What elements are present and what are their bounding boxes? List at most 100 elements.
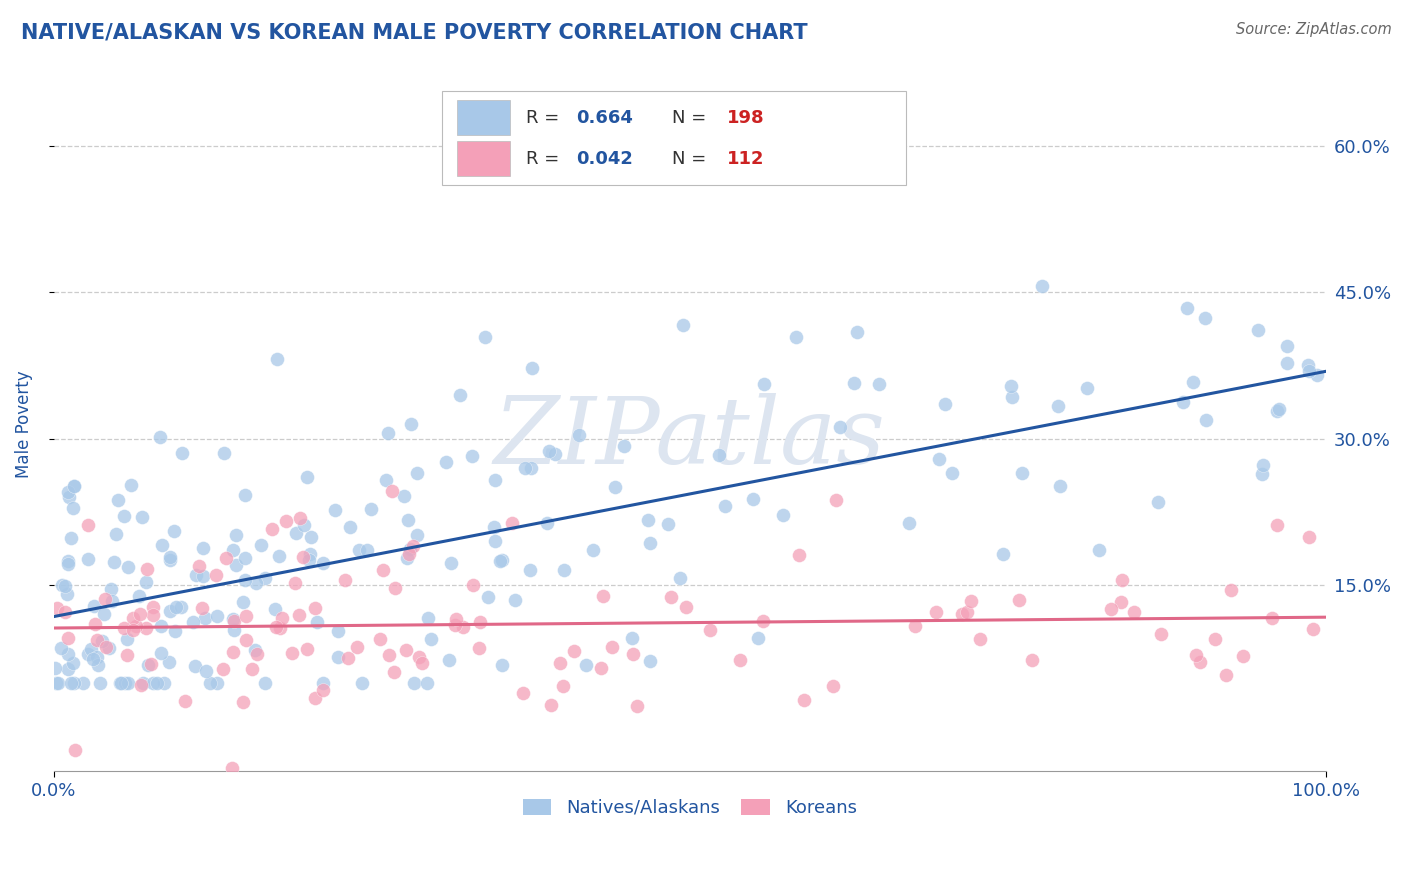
Natives/Alaskans [515,461,537,475]
Natives/Alaskans [114,675,136,690]
Natives/Alaskans [785,329,807,343]
Natives/Alaskans [170,600,193,615]
Koreans [280,646,302,660]
Koreans [1111,573,1133,587]
Natives/Alaskans [149,647,172,661]
Natives/Alaskans [49,640,72,655]
Natives/Alaskans [1298,364,1320,378]
Natives/Alaskans [56,557,79,571]
Koreans [288,510,311,524]
Koreans [659,590,682,604]
Koreans [1215,667,1237,681]
Natives/Alaskans [474,330,496,344]
Natives/Alaskans [461,449,484,463]
Koreans [787,548,810,562]
Text: 112: 112 [727,150,763,168]
Natives/Alaskans [163,524,186,538]
Koreans [1021,653,1043,667]
Natives/Alaskans [97,640,120,655]
Natives/Alaskans [582,542,605,557]
Koreans [260,522,283,536]
Natives/Alaskans [537,444,560,458]
Natives/Alaskans [46,675,69,690]
Natives/Alaskans [1088,543,1111,558]
Koreans [952,607,974,622]
Natives/Alaskans [93,607,115,622]
Koreans [312,683,335,698]
Koreans [295,642,318,657]
Natives/Alaskans [405,528,427,542]
Natives/Alaskans [396,513,419,527]
Natives/Alaskans [1076,381,1098,395]
Natives/Alaskans [232,595,254,609]
Natives/Alaskans [1031,278,1053,293]
Y-axis label: Male Poverty: Male Poverty [15,370,32,478]
Koreans [398,547,420,561]
Koreans [600,640,623,654]
Natives/Alaskans [489,554,512,568]
Koreans [378,648,401,662]
Natives/Alaskans [142,675,165,690]
Natives/Alaskans [415,675,437,690]
Natives/Alaskans [89,675,111,690]
Koreans [274,514,297,528]
Natives/Alaskans [53,579,76,593]
Natives/Alaskans [1046,399,1069,413]
Natives/Alaskans [63,479,86,493]
Koreans [699,623,721,637]
Natives/Alaskans [392,489,415,503]
Natives/Alaskans [150,538,173,552]
Koreans [129,607,152,621]
Natives/Alaskans [55,587,77,601]
Natives/Alaskans [1277,355,1299,369]
Koreans [1123,605,1146,619]
Natives/Alaskans [110,675,132,690]
Natives/Alaskans [934,397,956,411]
Koreans [271,610,294,624]
Natives/Alaskans [90,633,112,648]
Koreans [291,549,314,564]
Natives/Alaskans [77,552,100,566]
Koreans [969,632,991,646]
Natives/Alaskans [117,675,139,690]
Natives/Alaskans [80,642,103,657]
Natives/Alaskans [941,466,963,480]
Natives/Alaskans [62,500,84,515]
Koreans [117,648,139,663]
Natives/Alaskans [375,473,398,487]
Natives/Alaskans [741,492,763,507]
Natives/Alaskans [233,551,256,566]
Koreans [284,575,307,590]
Natives/Alaskans [772,508,794,523]
Koreans [553,679,575,693]
Koreans [122,623,145,637]
Natives/Alaskans [198,675,221,690]
Text: NATIVE/ALASKAN VS KOREAN MALE POVERTY CORRELATION CHART: NATIVE/ALASKAN VS KOREAN MALE POVERTY CO… [21,22,807,42]
Koreans [925,606,948,620]
Text: N =: N = [672,109,711,127]
Koreans [401,540,423,554]
Natives/Alaskans [136,658,159,673]
FancyBboxPatch shape [441,91,905,185]
Natives/Alaskans [399,417,422,431]
Natives/Alaskans [844,376,866,390]
Koreans [346,640,368,654]
Koreans [562,643,585,657]
Koreans [94,640,117,654]
Koreans [468,615,491,630]
Natives/Alaskans [620,631,643,645]
Koreans [444,617,467,632]
Natives/Alaskans [233,573,256,587]
Natives/Alaskans [1011,466,1033,480]
Natives/Alaskans [1251,458,1274,472]
Koreans [384,581,406,595]
Koreans [371,563,394,577]
Natives/Alaskans [477,590,499,604]
Natives/Alaskans [292,518,315,533]
Natives/Alaskans [482,520,505,534]
Natives/Alaskans [347,543,370,558]
Natives/Alaskans [59,675,82,690]
Koreans [269,621,291,635]
Koreans [621,647,644,661]
Koreans [592,589,614,603]
